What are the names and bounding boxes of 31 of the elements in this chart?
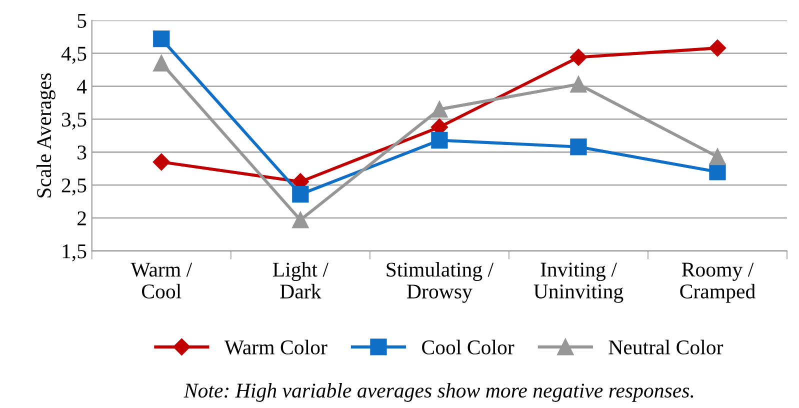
y-tick-label: 3 [78,146,86,160]
point [709,148,726,166]
point [431,132,448,149]
legend-label: Cool Color [422,340,514,354]
point [292,186,309,203]
point [152,153,170,171]
legend-label: Neutral Color [608,340,724,354]
x-tick-label: Inviting / Uninviting [534,262,624,303]
point [292,212,309,228]
y-tick-label: 1,5 [62,244,86,262]
y-tick-label: 5 [78,14,86,28]
text: Note: High variable averages show more negative responses. [184,382,694,402]
y-tick-label: 2,5 [62,178,86,196]
point [709,164,726,180]
y-tick-label: 2 [78,211,86,226]
y-tick-label: 3,5 [62,112,86,130]
point [708,40,726,57]
point [570,138,587,156]
x-tick-label: Stimulating / Drowsy [386,262,494,303]
y-tick-label: 4,5 [61,46,86,64]
point [153,30,170,48]
y-tick-label: 4 [77,80,87,94]
x-tick-label: Roomy / Cramped [680,262,756,303]
x-tick-label: Light / Dark [272,262,328,299]
point [570,76,587,93]
point [431,100,448,118]
legend-label: Warm Color [224,340,328,355]
point [153,54,170,72]
point [570,48,588,66]
x-tick-label: Warm / Cool [130,262,192,298]
y-axis-title: Scale Averages [36,73,56,198]
